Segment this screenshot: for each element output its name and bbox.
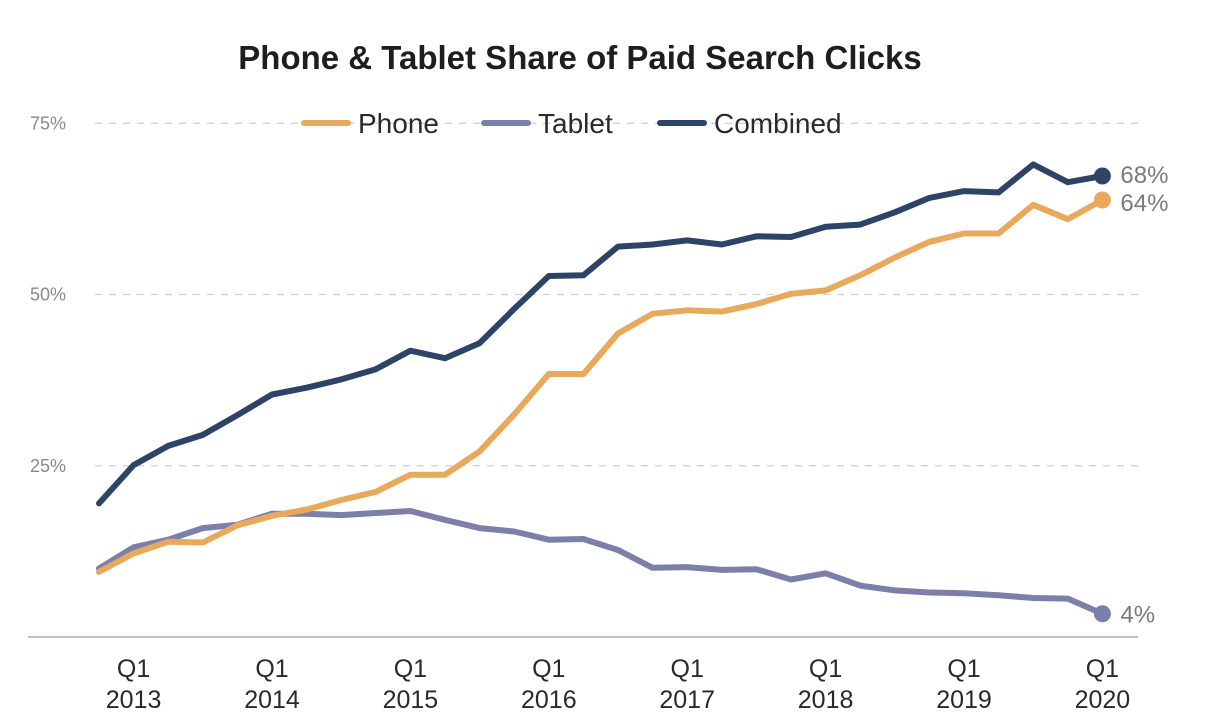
end-point-tablet (1093, 605, 1111, 623)
legend-label-phone: Phone (358, 108, 439, 139)
series-line-phone (96, 197, 1106, 575)
x-tick-label-year: 2014 (244, 686, 300, 714)
x-tick-label-quarter: Q1 (532, 655, 565, 683)
series-line-combined (96, 161, 1106, 507)
x-tick-label-year: 2015 (383, 686, 439, 714)
x-axis: Q1 2013 Q1 2014 Q1 2015 Q1 2016 Q1 2017 Q1 2018 Q1 20… (106, 655, 1130, 714)
end-point-phone (1093, 191, 1111, 209)
x-tick-label-quarter: Q1 (947, 655, 980, 683)
y-tick-label: 50% (30, 285, 66, 305)
end-label-combined: 68% (1120, 162, 1168, 189)
end-label-phone: 64% (1120, 190, 1168, 217)
x-tick-label-quarter: Q1 (117, 655, 150, 683)
chart-title: Phone & Tablet Share of Paid Search Clic… (238, 39, 921, 76)
y-tick-label: 25% (30, 456, 66, 476)
end-point-combined (1093, 167, 1111, 185)
x-tick-label-year: 2018 (798, 686, 854, 714)
y-axis: 25% 50% 75% (30, 113, 66, 476)
x-tick-label-quarter: Q1 (394, 655, 427, 683)
legend: Phone Tablet Combined (301, 108, 842, 139)
x-tick-label-quarter: Q1 (809, 655, 842, 683)
legend-label-combined: Combined (714, 108, 842, 139)
x-tick-label-year: 2019 (936, 686, 992, 714)
series-group: 4% 64%68% (96, 161, 1168, 629)
x-tick-label-year: 2013 (106, 686, 162, 714)
x-tick-label-quarter: Q1 (671, 655, 704, 683)
end-label-tablet: 4% (1120, 602, 1155, 629)
x-tick-label-quarter: Q1 (1086, 655, 1119, 683)
y-tick-label: 75% (30, 113, 66, 133)
x-tick-label-year: 2020 (1075, 686, 1131, 714)
series-line-tablet (96, 508, 1106, 617)
legend-label-tablet: Tablet (538, 108, 613, 139)
x-tick-label-year: 2016 (521, 686, 577, 714)
x-tick-label-year: 2017 (659, 686, 715, 714)
grid-lines (95, 122, 1138, 467)
x-tick-label-quarter: Q1 (255, 655, 288, 683)
